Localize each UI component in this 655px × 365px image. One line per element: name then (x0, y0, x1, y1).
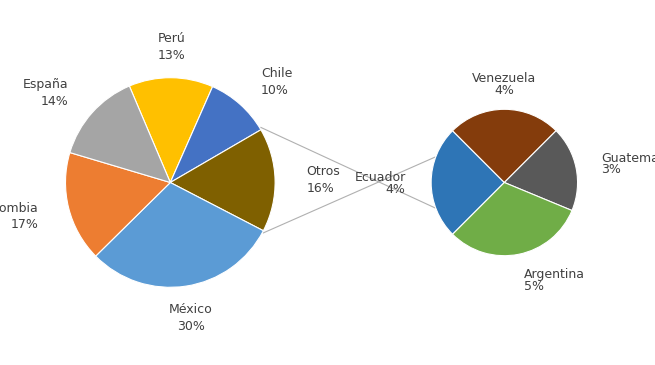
Wedge shape (453, 109, 556, 182)
Wedge shape (170, 87, 261, 182)
Text: 4%: 4% (495, 84, 514, 97)
Text: 10%: 10% (261, 84, 289, 97)
Wedge shape (170, 130, 275, 231)
Wedge shape (66, 153, 170, 256)
Text: 4%: 4% (386, 182, 405, 196)
Text: Colombia: Colombia (0, 201, 38, 215)
Text: 17%: 17% (10, 218, 38, 231)
Text: Ecuador: Ecuador (354, 171, 405, 184)
Text: Argentina: Argentina (523, 268, 585, 281)
Wedge shape (431, 131, 504, 234)
Text: Perú: Perú (157, 32, 185, 45)
Text: 30%: 30% (177, 320, 204, 333)
Text: Chile: Chile (261, 67, 293, 80)
Text: Otros: Otros (307, 165, 340, 178)
Wedge shape (70, 86, 170, 182)
Wedge shape (504, 131, 578, 211)
Text: España: España (23, 78, 69, 91)
Text: México: México (169, 303, 213, 316)
Text: Venezuela: Venezuela (472, 72, 536, 85)
Text: 5%: 5% (523, 280, 544, 292)
Text: Guatemala: Guatemala (601, 151, 655, 165)
Wedge shape (129, 78, 213, 182)
Text: 3%: 3% (601, 163, 621, 176)
Text: 13%: 13% (157, 49, 185, 62)
Text: 16%: 16% (307, 182, 334, 195)
Text: 14%: 14% (41, 95, 69, 108)
Wedge shape (453, 182, 572, 256)
Wedge shape (96, 182, 263, 287)
